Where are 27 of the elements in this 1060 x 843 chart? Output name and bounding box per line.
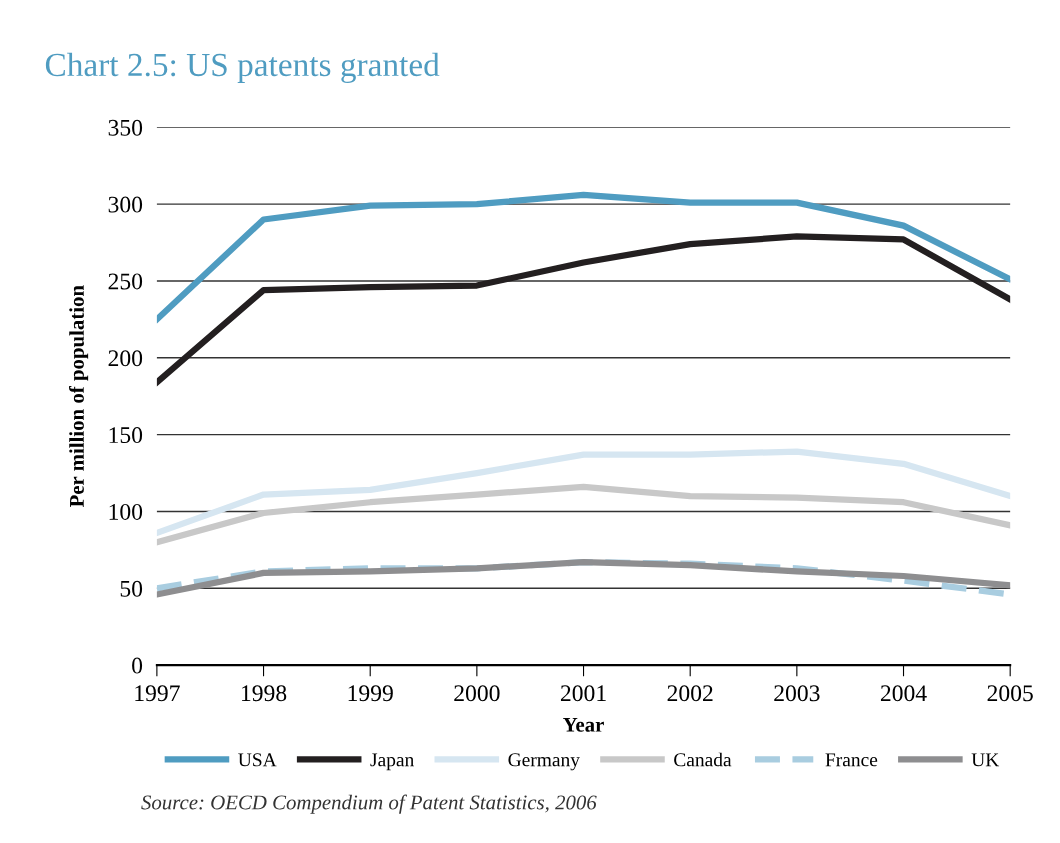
legend-label: France: [825, 753, 878, 767]
legend-label: USA: [238, 753, 277, 767]
source-note: Source: OECD Compendium of Patent Statistics, 2006: [141, 794, 597, 814]
y-tick-label: 0: [132, 657, 143, 674]
legend-label: Canada: [674, 752, 732, 767]
y-tick-label: 150: [109, 427, 143, 444]
x-tick-label: 2001: [560, 685, 606, 702]
x-tick-label: 1999: [348, 685, 393, 702]
y-tick-label: 350: [108, 119, 143, 136]
x-tick-label: 2005: [987, 685, 1033, 702]
x-tick-label: 2004: [880, 685, 927, 702]
x-tick-label: 2002: [667, 685, 713, 702]
y-tick-label: 300: [108, 196, 143, 213]
y-tick-label: 50: [120, 580, 143, 597]
y-tick-label: 200: [108, 350, 143, 367]
legend-label: Germany: [508, 753, 580, 771]
legend-label: Japan: [370, 753, 414, 771]
x-axis-title: Year: [563, 717, 604, 732]
chart-title: Chart 2.5: US patents granted: [45, 52, 440, 84]
x-tick-label: 2000: [454, 685, 500, 702]
x-tick-label: 1998: [242, 685, 287, 702]
legend-label: UK: [971, 753, 1000, 767]
y-axis-title: Per million of population: [69, 285, 89, 508]
x-tick-label: 2003: [774, 685, 820, 702]
y-tick-label: 250: [108, 273, 143, 290]
y-tick-label: 100: [109, 503, 143, 520]
x-tick-label: 1997: [135, 685, 180, 702]
